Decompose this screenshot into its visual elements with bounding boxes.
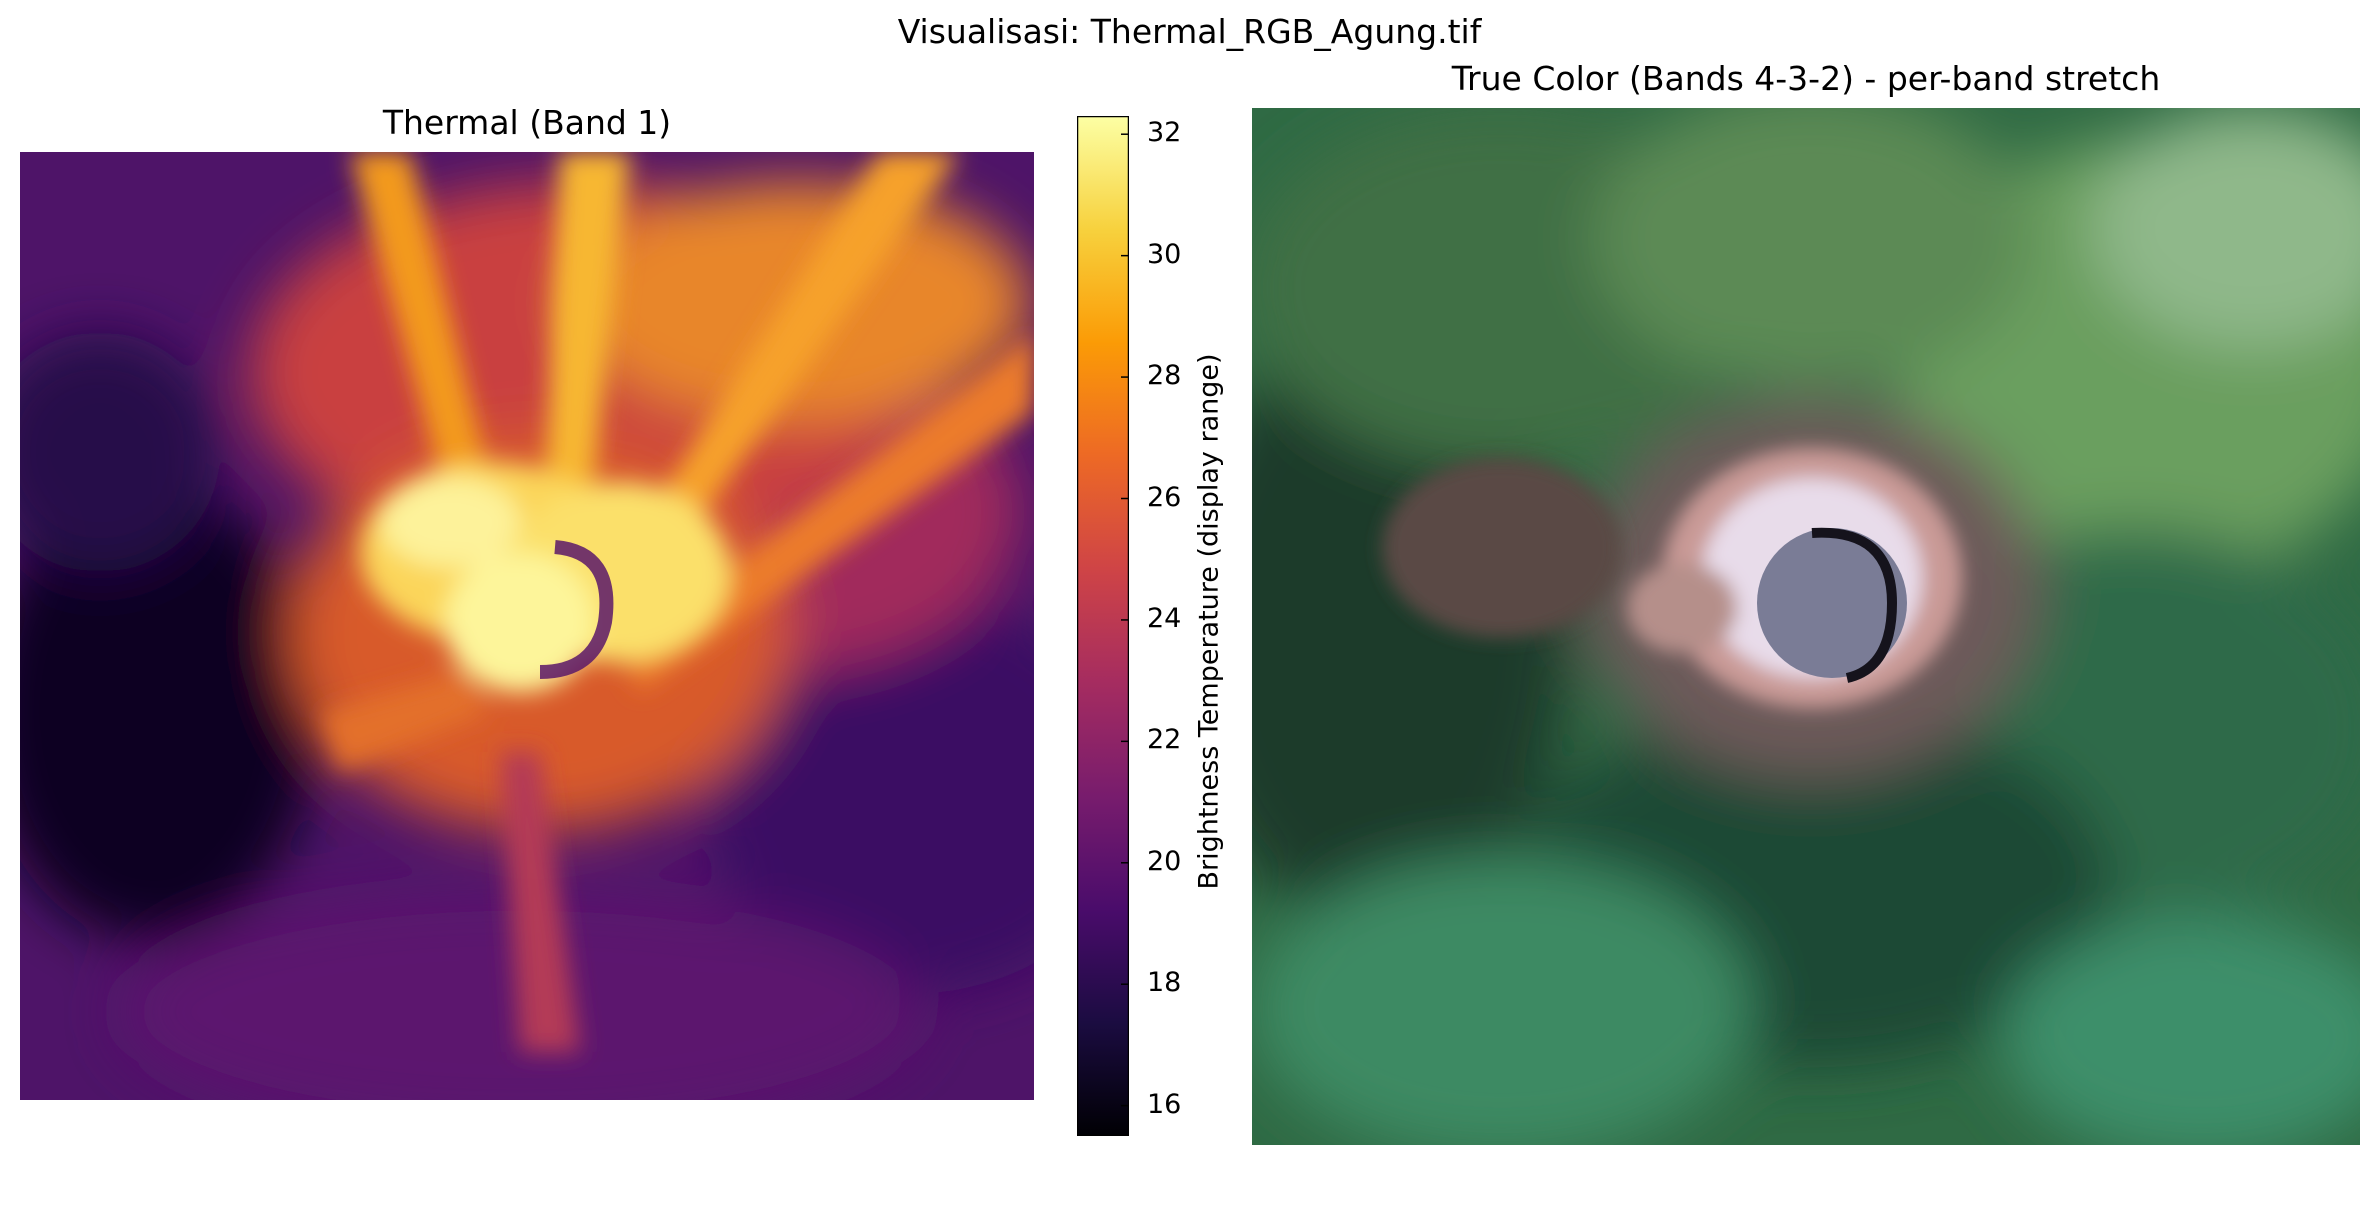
thermal-panel-title: Thermal (Band 1) bbox=[382, 103, 672, 142]
colorbar-tick-label: 26 bbox=[1147, 481, 1182, 513]
truecolor-panel-title: True Color (Bands 4-3-2) - per-band stre… bbox=[1451, 59, 2161, 98]
colorbar-tick-label: 24 bbox=[1147, 602, 1182, 634]
thermal-image bbox=[20, 152, 1034, 1100]
colorbar-tick-label: 16 bbox=[1147, 1088, 1182, 1120]
figure-title: Visualisasi: Thermal_RGB_Agung.tif bbox=[897, 12, 1482, 51]
colorbar-tick-label: 20 bbox=[1147, 845, 1182, 877]
truecolor-image bbox=[1252, 108, 2360, 1145]
colorbar-tick-label: 30 bbox=[1147, 238, 1182, 270]
colorbar-label: Brightness Temperature (display range) bbox=[1193, 353, 1225, 890]
colorbar-tick-labels: 16 18 20 22 24 26 28 30 32 bbox=[1147, 116, 1217, 1136]
colorbar-tick-label: 18 bbox=[1147, 967, 1182, 999]
colorbar-tick-label: 28 bbox=[1147, 360, 1182, 392]
colorbar-tick-label: 22 bbox=[1147, 724, 1182, 756]
colorbar bbox=[1076, 115, 1130, 1137]
colorbar-tick-label: 32 bbox=[1147, 117, 1182, 149]
